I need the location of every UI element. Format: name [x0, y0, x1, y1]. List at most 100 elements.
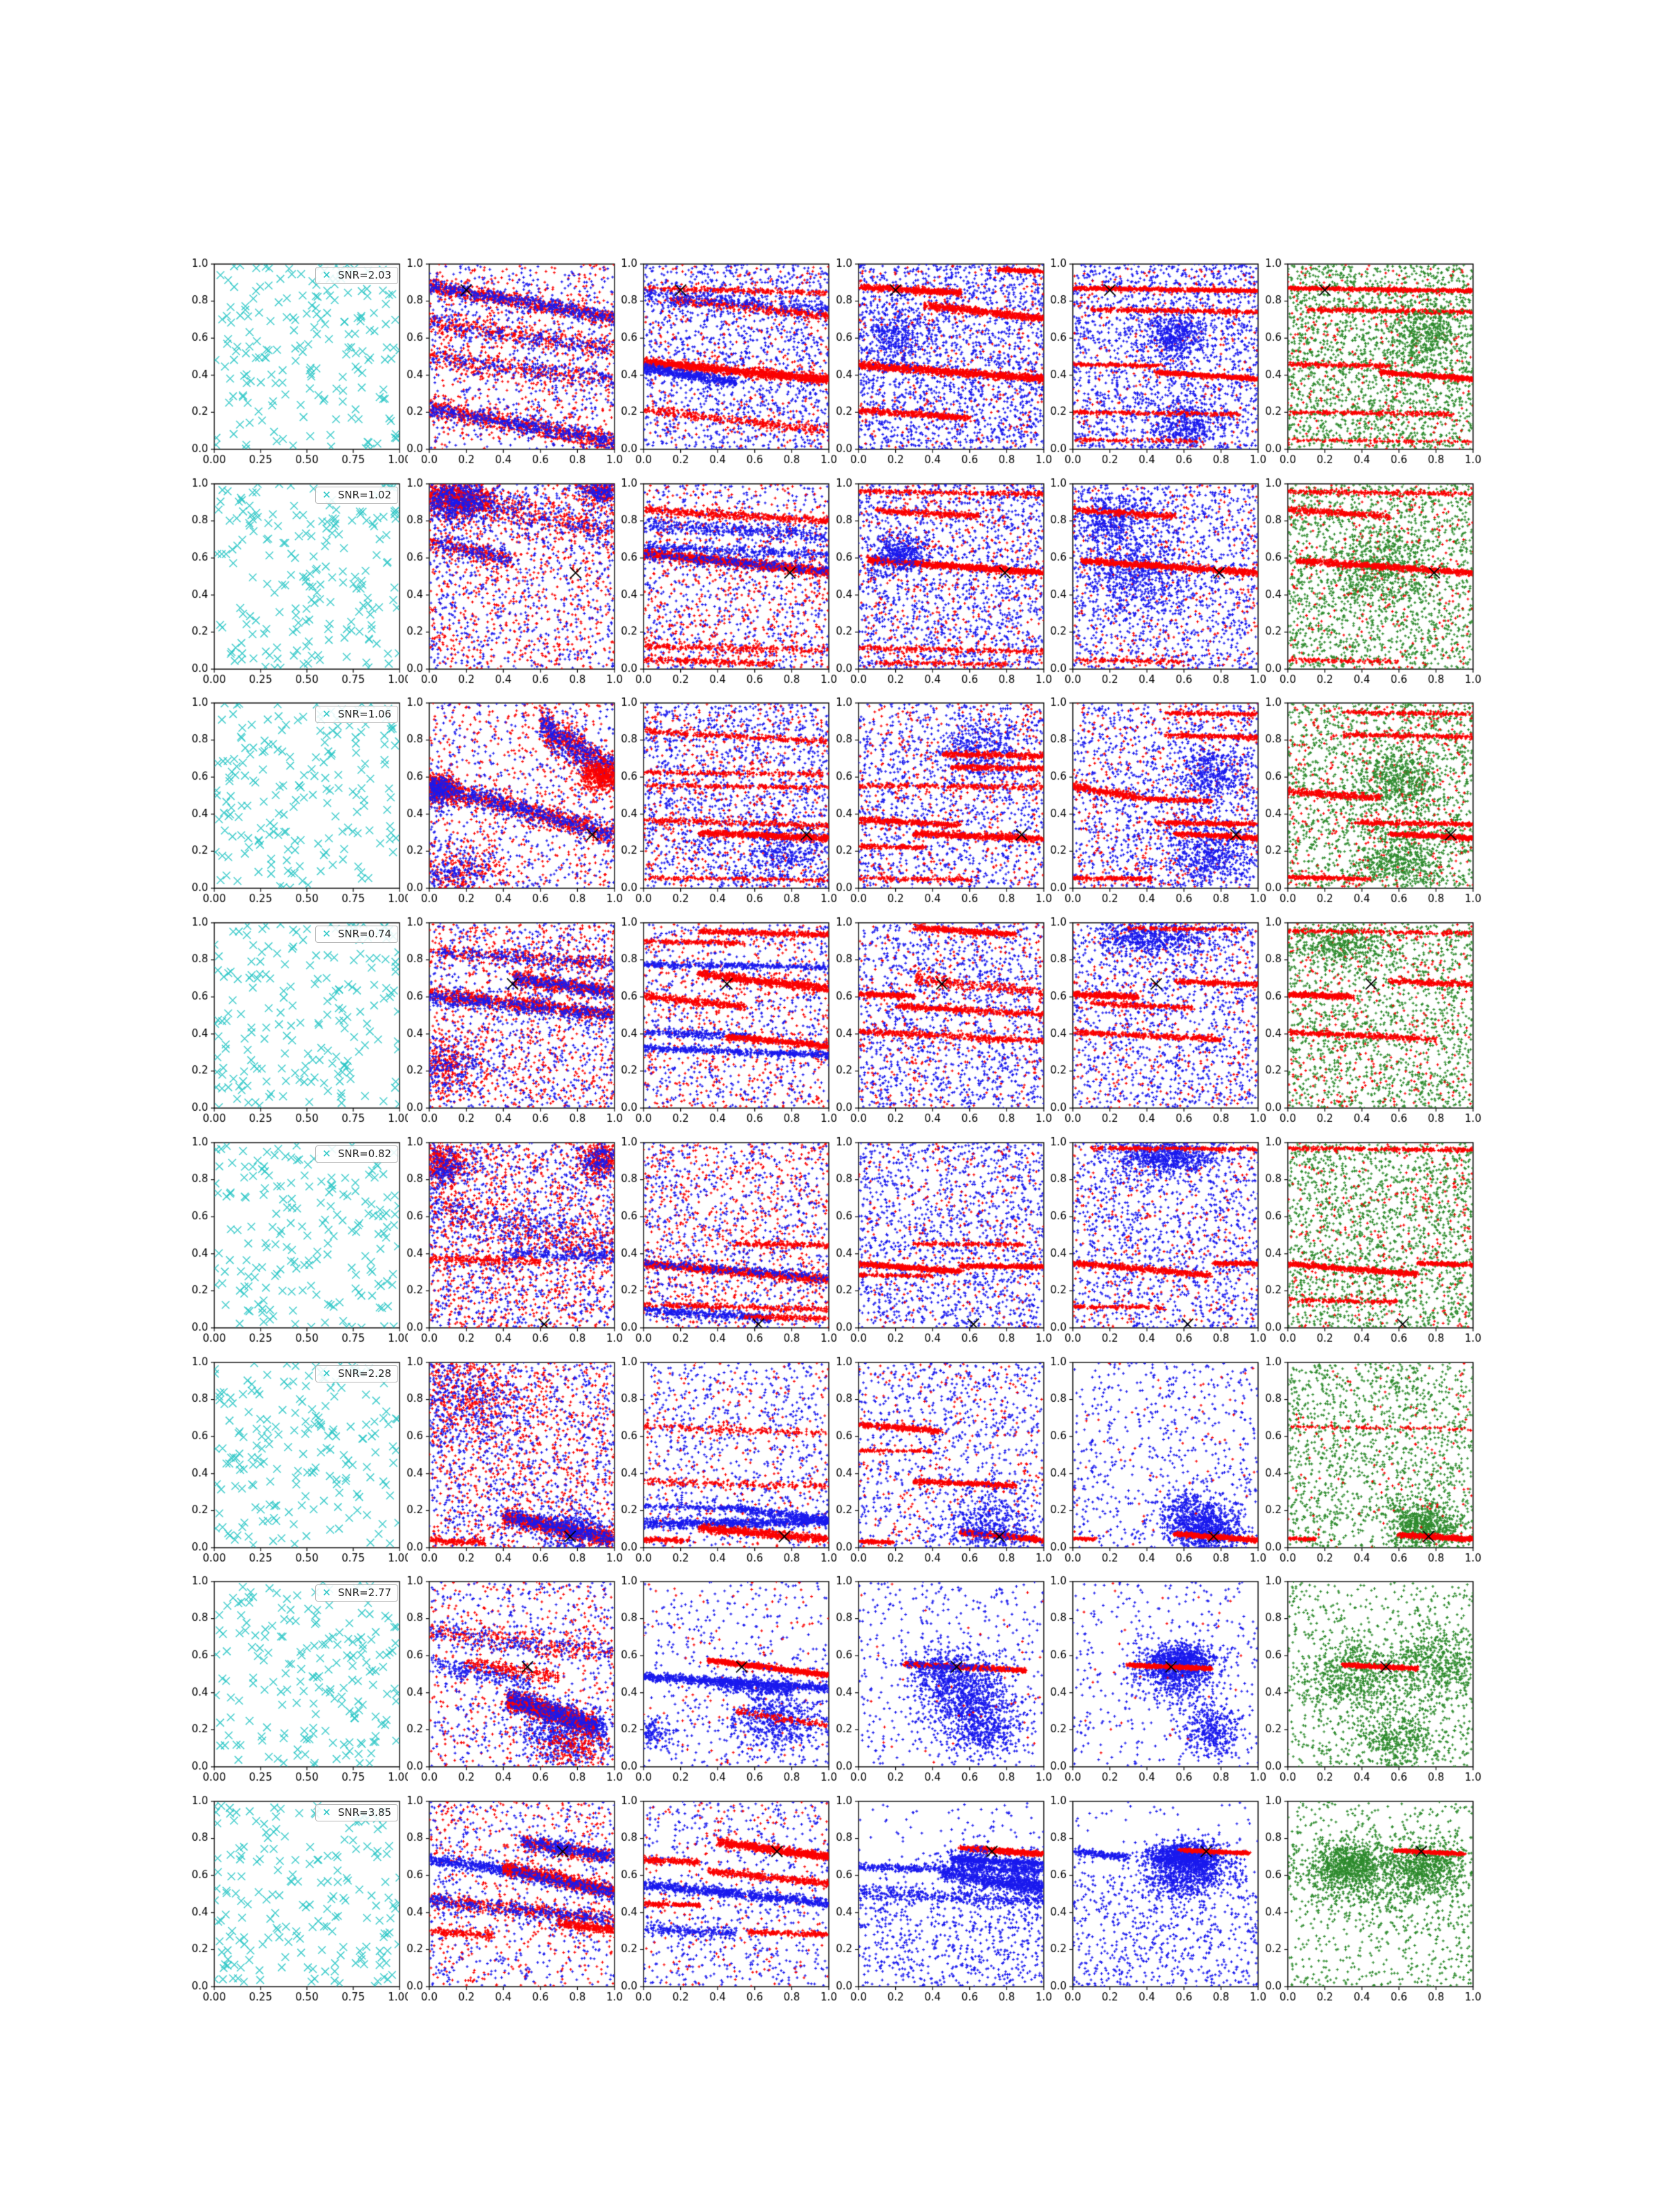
panel-r8c6 [1252, 1791, 1481, 2014]
scatter-plot-r4c3 [608, 913, 838, 1136]
panel-r6c4 [822, 1352, 1052, 1575]
snr-legend: ✕ SNR=2.77 [315, 1584, 398, 1602]
snr-legend-label: SNR=1.06 [337, 708, 391, 721]
panel-r2c6 [1252, 474, 1481, 697]
legend-x-marker-icon: ✕ [322, 1806, 331, 1819]
panel-r6c1: ✕ SNR=2.28 [178, 1352, 408, 1575]
scatter-plot-r8c1 [178, 1791, 408, 2014]
panel-r5c6 [1252, 1132, 1481, 1356]
panel-r3c6 [1252, 693, 1481, 917]
panel-r7c2 [393, 1572, 623, 1795]
scatter-plot-r5c4 [822, 1132, 1052, 1356]
scatter-plot-r1c4 [822, 254, 1052, 477]
snr-legend: ✕ SNR=1.06 [315, 706, 398, 724]
snr-legend: ✕ SNR=0.74 [315, 926, 398, 944]
panel-r2c2 [393, 474, 623, 697]
scatter-plot-r4c4 [822, 913, 1052, 1136]
panel-r6c3 [608, 1352, 838, 1575]
scatter-plot-r2c2 [393, 474, 623, 697]
snr-legend-label: SNR=2.77 [337, 1586, 391, 1600]
scatter-plot-r7c2 [393, 1572, 623, 1795]
legend-x-marker-icon: ✕ [322, 1367, 331, 1380]
scatter-plot-r7c3 [608, 1572, 838, 1795]
panel-r6c2 [393, 1352, 623, 1575]
panel-r7c4 [822, 1572, 1052, 1795]
scatter-plot-r5c1 [178, 1132, 408, 1356]
panel-r4c2 [393, 913, 623, 1136]
legend-x-marker-icon: ✕ [322, 269, 331, 281]
snr-legend-label: SNR=0.82 [337, 1147, 391, 1160]
scatter-plot-r3c5 [1037, 693, 1267, 917]
panel-r5c2 [393, 1132, 623, 1356]
scatter-plot-r7c4 [822, 1572, 1052, 1795]
legend-x-marker-icon: ✕ [322, 928, 331, 941]
scatter-plot-r5c3 [608, 1132, 838, 1356]
panel-r4c1: ✕ SNR=0.74 [178, 913, 408, 1136]
panel-r3c3 [608, 693, 838, 917]
panel-r1c2 [393, 254, 623, 477]
panel-r7c1: ✕ SNR=2.77 [178, 1572, 408, 1795]
panel-r3c2 [393, 693, 623, 917]
scatter-plot-r6c1 [178, 1352, 408, 1575]
panel-r1c6 [1252, 254, 1481, 477]
snr-legend: ✕ SNR=1.02 [315, 486, 398, 504]
panel-r5c3 [608, 1132, 838, 1356]
panel-r5c1: ✕ SNR=0.82 [178, 1132, 408, 1356]
scatter-plot-r7c5 [1037, 1572, 1267, 1795]
scatter-plot-r2c1 [178, 474, 408, 697]
scatter-plot-r6c6 [1252, 1352, 1481, 1575]
scatter-plot-r3c2 [393, 693, 623, 917]
panel-r1c5 [1037, 254, 1267, 477]
panel-r1c4 [822, 254, 1052, 477]
panel-r1c1: ✕ SNR=2.03 [178, 254, 408, 477]
panel-r2c5 [1037, 474, 1267, 697]
scatter-plot-r8c4 [822, 1791, 1052, 2014]
scatter-plot-r1c6 [1252, 254, 1481, 477]
panel-r6c6 [1252, 1352, 1481, 1575]
panel-r4c5 [1037, 913, 1267, 1136]
scatter-plot-r5c6 [1252, 1132, 1481, 1356]
snr-legend-label: SNR=0.74 [337, 928, 391, 941]
panel-r7c3 [608, 1572, 838, 1795]
scatter-plot-r4c5 [1037, 913, 1267, 1136]
panel-r7c6 [1252, 1572, 1481, 1795]
scatter-plot-r2c4 [822, 474, 1052, 697]
panel-r2c1: ✕ SNR=1.02 [178, 474, 408, 697]
snr-legend-label: SNR=3.85 [337, 1806, 391, 1819]
panel-r5c4 [822, 1132, 1052, 1356]
scatter-plot-r4c6 [1252, 913, 1481, 1136]
scatter-plot-r6c5 [1037, 1352, 1267, 1575]
scatter-plot-r6c2 [393, 1352, 623, 1575]
panel-r4c6 [1252, 913, 1481, 1136]
snr-legend-label: SNR=2.03 [337, 269, 391, 281]
panel-r8c2 [393, 1791, 623, 2014]
scatter-plot-r6c3 [608, 1352, 838, 1575]
panel-r8c1: ✕ SNR=3.85 [178, 1791, 408, 2014]
legend-x-marker-icon: ✕ [322, 1586, 331, 1600]
legend-x-marker-icon: ✕ [322, 708, 331, 721]
panel-r1c3 [608, 254, 838, 477]
panel-r4c3 [608, 913, 838, 1136]
panel-r8c4 [822, 1791, 1052, 2014]
panel-r5c5 [1037, 1132, 1267, 1356]
scatter-plot-r1c3 [608, 254, 838, 477]
panel-r4c4 [822, 913, 1052, 1136]
panel-r2c3 [608, 474, 838, 697]
scatter-plot-r7c6 [1252, 1572, 1481, 1795]
panel-r8c5 [1037, 1791, 1267, 2014]
snr-legend: ✕ SNR=2.28 [315, 1365, 398, 1382]
snr-legend-label: SNR=1.02 [337, 488, 391, 501]
panel-r3c4 [822, 693, 1052, 917]
scatter-plot-r5c2 [393, 1132, 623, 1356]
scatter-plot-r8c2 [393, 1791, 623, 2014]
scatter-plot-r2c5 [1037, 474, 1267, 697]
legend-x-marker-icon: ✕ [322, 1147, 331, 1160]
scatter-plot-r1c2 [393, 254, 623, 477]
panel-r2c4 [822, 474, 1052, 697]
snr-legend: ✕ SNR=2.03 [315, 267, 398, 284]
scatter-plot-r3c1 [178, 693, 408, 917]
scatter-plot-r2c6 [1252, 474, 1481, 697]
scatter-plot-r4c1 [178, 913, 408, 1136]
scatter-plot-r3c3 [608, 693, 838, 917]
